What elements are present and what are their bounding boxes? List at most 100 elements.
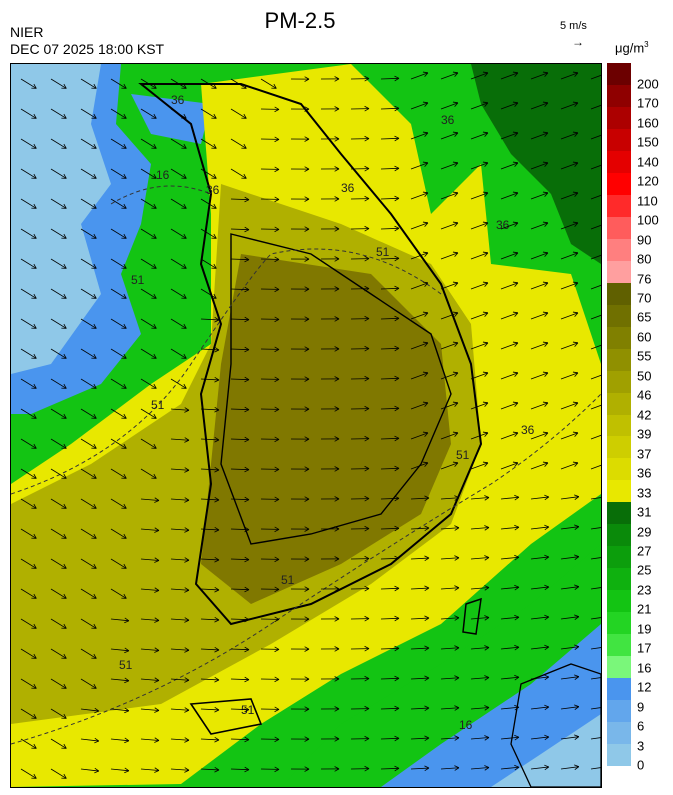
wind-vector-arrowhead xyxy=(63,353,67,359)
wind-vector-arrowhead xyxy=(214,766,220,771)
wind-vector-arrow xyxy=(560,342,579,350)
wind-vector-arrowhead xyxy=(183,113,187,119)
wind-vector-arrowhead xyxy=(574,644,579,648)
wind-vector-arrowhead xyxy=(364,438,370,442)
wind-vector-arrowhead xyxy=(334,528,340,532)
wind-vector-arrowhead xyxy=(214,619,220,623)
wind-vector-arrow xyxy=(500,282,519,290)
wind-vector-arrow xyxy=(80,228,97,239)
wind-vector-arrow xyxy=(530,616,549,620)
wind-vector-arrowhead xyxy=(274,199,280,203)
wind-vector-arrow xyxy=(530,676,549,680)
wind-vector-arrow xyxy=(200,168,217,179)
wind-vector-arrow xyxy=(20,78,37,89)
wind-vector-arrowhead xyxy=(482,221,488,224)
wind-vector-arrow xyxy=(80,198,97,209)
wind-vector-arrowhead xyxy=(394,495,400,499)
wind-vector-arrow xyxy=(530,72,549,80)
contour-label: 36 xyxy=(496,218,510,232)
legend-tick-label: 60 xyxy=(637,329,652,345)
wind-vector-arrowhead xyxy=(244,196,250,201)
wind-vector-arrowhead xyxy=(454,677,460,681)
contour-label: 16 xyxy=(156,168,170,182)
wind-vector-arrowhead xyxy=(422,281,428,284)
wind-vector-arrow xyxy=(110,168,127,179)
wind-vector-arrowhead xyxy=(63,593,67,599)
contour-label: 36 xyxy=(171,93,185,107)
wind-vector-arrowhead xyxy=(574,72,579,77)
wind-vector-arrowhead xyxy=(184,647,190,651)
wind-vector-arrowhead xyxy=(123,443,127,449)
map-canvas: 36 16 36 36 51 36 51 51 36 51 36 51 16 5… xyxy=(11,64,601,787)
contour-label: 51 xyxy=(281,573,295,587)
wind-vector-arrowhead xyxy=(394,645,400,649)
wind-vector-arrow xyxy=(530,432,549,440)
wind-vector-arrow xyxy=(50,318,67,329)
legend-tick-label: 65 xyxy=(637,309,652,325)
wind-vector-arrow xyxy=(20,138,37,149)
wind-vector-arrowhead xyxy=(304,256,310,260)
wind-vector-arrowhead xyxy=(274,676,280,680)
wind-vector-arrow xyxy=(170,468,189,471)
wind-vector-arrowhead xyxy=(512,251,518,254)
legend-tick-label: 70 xyxy=(637,290,652,306)
wind-vector-arrow xyxy=(110,198,127,209)
wind-vector-arrowhead xyxy=(514,614,520,618)
wind-vector-arrow xyxy=(470,252,489,260)
wind-vector-arrowhead xyxy=(454,557,460,561)
wind-vector-arrowhead xyxy=(33,383,37,389)
wind-vector-arrowhead xyxy=(574,734,579,738)
wind-vector-arrowhead xyxy=(424,495,430,499)
wind-vector-arrowhead xyxy=(123,83,127,89)
wind-vector-arrowhead xyxy=(274,499,280,503)
wind-vector-arrow xyxy=(560,282,579,290)
wind-vector-arrowhead xyxy=(304,558,310,562)
wind-vector-arrow xyxy=(230,438,250,441)
wind-vector-arrowhead xyxy=(304,706,310,710)
wind-vector-arrow xyxy=(110,498,127,509)
wind-vector-arrowhead xyxy=(544,614,550,618)
wind-vector-arrowhead xyxy=(544,462,549,467)
wind-vector-arrowhead xyxy=(514,342,519,347)
wind-vector-arrowhead xyxy=(93,503,97,509)
wind-vector-arrowhead xyxy=(514,432,519,437)
wind-vector-arrowhead xyxy=(33,593,37,599)
wind-vector-arrowhead xyxy=(454,645,460,649)
wind-vector-arrowhead xyxy=(274,406,280,410)
wind-vector-arrowhead xyxy=(424,282,429,287)
wind-vector-arrow xyxy=(440,587,459,590)
wind-vector-arrowhead xyxy=(424,677,430,682)
wind-vector-arrowhead xyxy=(364,618,370,622)
wind-vector-arrow xyxy=(530,222,549,230)
wind-vector-arrowhead xyxy=(274,106,280,110)
wind-vector-arrowhead xyxy=(123,173,127,179)
wind-vector-arrowhead xyxy=(184,769,190,773)
wind-vector-arrowhead xyxy=(274,409,280,413)
unit-superscript: 3 xyxy=(644,40,649,49)
wind-vector-arrowhead xyxy=(484,647,490,651)
wind-vector-arrowhead xyxy=(274,196,280,200)
wind-vector-arrowhead xyxy=(544,766,550,771)
wind-vector-arrowhead xyxy=(334,406,340,410)
wind-vector-arrowhead xyxy=(424,342,429,347)
wind-vector-arrow xyxy=(530,736,549,740)
wind-vector-arrowhead xyxy=(514,734,520,738)
wind-vector-arrowhead xyxy=(422,101,428,104)
wind-vector-arrowhead xyxy=(424,312,429,317)
wind-vector-arrowhead xyxy=(574,342,579,347)
wind-vector-arrow xyxy=(20,348,37,359)
wind-vector-arrow xyxy=(470,587,489,590)
wind-vector-arrowhead xyxy=(482,461,488,464)
wind-vector-arrowhead xyxy=(514,706,520,711)
wind-vector-arrowhead xyxy=(454,222,459,227)
wind-vector-arrowhead xyxy=(274,586,280,590)
wind-vector-arrow xyxy=(500,586,519,590)
wind-vector-arrowhead xyxy=(452,101,458,104)
wind-vector-arrow xyxy=(110,678,129,682)
wind-vector-arrow xyxy=(50,138,67,149)
legend-color-block xyxy=(607,677,631,700)
wind-vector-arrow xyxy=(380,467,400,470)
wind-vector-arrowhead xyxy=(364,345,370,349)
wind-vector-arrow xyxy=(20,738,37,749)
wind-vector-arrowhead xyxy=(424,557,430,562)
